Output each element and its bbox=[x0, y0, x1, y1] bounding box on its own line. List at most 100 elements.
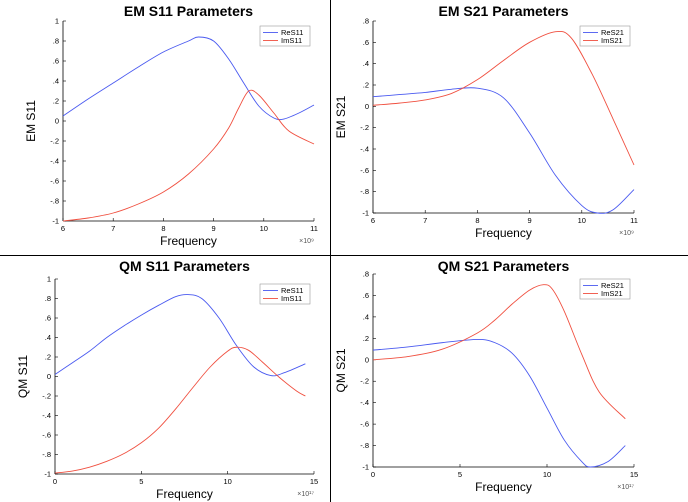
x-tick-label: 10 bbox=[260, 224, 268, 233]
x-tick-label: 11 bbox=[630, 216, 638, 225]
legend-box bbox=[259, 25, 311, 47]
x-tick-label: 7 bbox=[111, 224, 115, 233]
legend-entry: ReS11 bbox=[281, 28, 303, 37]
y-tick-label: .4 bbox=[45, 333, 51, 342]
x-tick-label: 5 bbox=[139, 477, 143, 486]
y-tick-label: .8 bbox=[363, 270, 369, 279]
chart-title: QM S21 Parameters bbox=[438, 258, 570, 274]
series-line-res21 bbox=[372, 87, 635, 214]
y-tick-label: -.8 bbox=[360, 441, 369, 450]
x-tick-label: 10 bbox=[578, 216, 586, 225]
y-tick-label: -.4 bbox=[42, 411, 51, 420]
chart-title: EM S11 Parameters bbox=[124, 3, 253, 19]
y-tick-label: 0 bbox=[55, 117, 59, 126]
x-tick-label: 10 bbox=[543, 470, 551, 479]
y-tick-label: .6 bbox=[363, 38, 369, 47]
y-tick-label: -.6 bbox=[50, 177, 59, 186]
y-tick-label: .8 bbox=[45, 294, 51, 303]
y-tick-label: .8 bbox=[53, 37, 59, 46]
y-axis-label: EM S21 bbox=[334, 95, 348, 138]
legend-entry: ReS21 bbox=[601, 28, 624, 37]
y-tick-label: -.2 bbox=[50, 137, 59, 146]
y-axis-label: QM S11 bbox=[16, 355, 30, 398]
y-tick-label: -.4 bbox=[50, 157, 59, 166]
y-tick-label: 0 bbox=[365, 102, 369, 111]
y-tick-label: .6 bbox=[45, 314, 51, 323]
series-line-ims21 bbox=[372, 30, 635, 166]
y-tick-label: -.6 bbox=[360, 420, 369, 429]
x-tick-label: 9 bbox=[528, 216, 532, 225]
y-tick-label: .2 bbox=[45, 353, 51, 362]
x-tick-label: 8 bbox=[161, 224, 165, 233]
series-line-ims11 bbox=[54, 346, 306, 474]
qm-s21-chart: QM S21 Parameters -1 -.8 -.6 -.4 -.2 0 .2 .4 .6 .8… bbox=[334, 258, 638, 494]
y-axis-label: QM S21 bbox=[334, 348, 348, 392]
x-tick-label: 0 bbox=[53, 477, 57, 486]
x-tick-label: 11 bbox=[310, 224, 318, 233]
x-tick-label: 5 bbox=[458, 470, 462, 479]
y-tick-label: -.2 bbox=[42, 392, 51, 401]
y-tick-label: .2 bbox=[53, 97, 59, 106]
legend-entry: ReS21 bbox=[601, 281, 624, 290]
x-axis-label: Frequency bbox=[475, 226, 532, 240]
x-tick-label: 7 bbox=[423, 216, 427, 225]
y-tick-label: .2 bbox=[363, 334, 369, 343]
x-tick-label: 15 bbox=[630, 470, 638, 479]
y-tick-label: -.6 bbox=[42, 431, 51, 440]
x-exponent-label: ×10⁹ bbox=[299, 238, 314, 245]
y-tick-label: 0 bbox=[47, 372, 51, 381]
y-tick-label: -1 bbox=[362, 463, 369, 472]
legend-entry: ImS21 bbox=[601, 36, 623, 45]
x-tick-label: 0 bbox=[371, 470, 375, 479]
y-tick-label: .4 bbox=[363, 59, 369, 68]
x-tick-label: 8 bbox=[475, 216, 479, 225]
y-tick-label: 1 bbox=[55, 17, 59, 26]
y-tick-label: .2 bbox=[363, 81, 369, 90]
legend-entry: ImS11 bbox=[281, 294, 302, 303]
series-line-res21 bbox=[372, 338, 626, 468]
panel-divider-horizontal bbox=[0, 255, 688, 256]
x-axis-label: Frequency bbox=[475, 480, 532, 494]
y-tick-label: -.4 bbox=[360, 398, 369, 407]
y-tick-label: -.6 bbox=[360, 166, 369, 175]
x-tick-label: 10 bbox=[223, 477, 231, 486]
legend-entry: ImS21 bbox=[601, 289, 623, 298]
y-tick-label: .6 bbox=[363, 291, 369, 300]
y-tick-label: -1 bbox=[44, 470, 51, 479]
chart-title: QM S11 Parameters bbox=[119, 258, 250, 274]
qm-s11-chart: QM S11 Parameters -1 -.8 -.6 -.4 -.2 0 .2 .4 .6 .8… bbox=[16, 258, 318, 501]
legend-box bbox=[579, 25, 631, 47]
y-tick-label: -1 bbox=[52, 217, 59, 226]
legend-box bbox=[579, 278, 631, 300]
y-tick-label: .8 bbox=[363, 17, 369, 26]
x-exponent-label: ×10¹⁷ bbox=[297, 491, 314, 498]
x-tick-label: 15 bbox=[310, 477, 318, 486]
series-line-ims11 bbox=[62, 89, 315, 222]
y-tick-label: .6 bbox=[53, 57, 59, 66]
legend-box bbox=[259, 283, 311, 305]
em-s11-chart: EM S11 Parameters -1 -.8 -.6 -.4 -.2 0 .2 .4 .6 .8… bbox=[24, 3, 318, 248]
x-tick-label: 6 bbox=[371, 216, 375, 225]
panel-divider-vertical bbox=[330, 0, 331, 502]
y-tick-label: -.8 bbox=[360, 187, 369, 196]
chart-title: EM S21 Parameters bbox=[439, 3, 569, 19]
y-axis-label: EM S11 bbox=[24, 100, 38, 142]
x-exponent-label: ×10⁹ bbox=[619, 230, 634, 237]
y-tick-label: -1 bbox=[362, 209, 369, 218]
legend-entry: ReS11 bbox=[281, 286, 303, 295]
y-tick-label: 1 bbox=[47, 275, 51, 284]
series-line-res11 bbox=[62, 36, 315, 121]
y-tick-label: -.8 bbox=[50, 197, 59, 206]
y-tick-label: -.4 bbox=[360, 145, 369, 154]
x-axis-label: Frequency bbox=[156, 487, 213, 501]
x-axis-label: Frequency bbox=[160, 234, 217, 248]
em-s21-chart: EM S21 Parameters -1 -.8 -.6 -.4 -.2 0 .2 .4 .6 .8… bbox=[334, 3, 638, 240]
series-line-res11 bbox=[54, 294, 306, 377]
x-exponent-label: ×10¹⁷ bbox=[617, 484, 634, 491]
x-tick-label: 9 bbox=[212, 224, 216, 233]
y-tick-label: 0 bbox=[365, 355, 369, 364]
